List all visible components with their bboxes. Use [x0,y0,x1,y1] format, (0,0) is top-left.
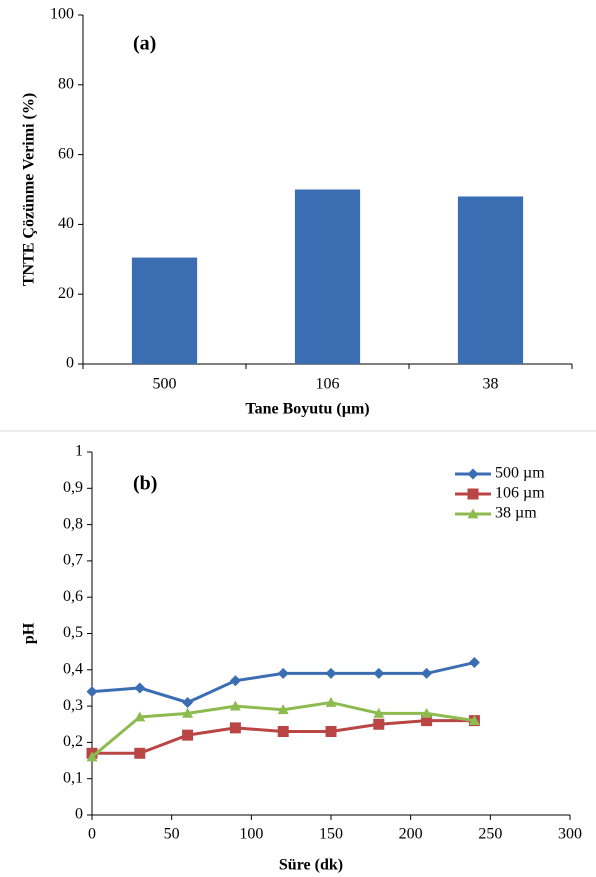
y-axis-label: pH [21,622,38,644]
x-tick-label: 100 [239,826,263,843]
y-tick-label: 0,6 [63,588,83,605]
legend-label: 500 µm [495,465,545,482]
marker [467,508,479,519]
marker [467,468,479,480]
marker [182,707,194,718]
x-tick-label: 38 [483,376,499,393]
y-tick-label: 0 [75,806,83,823]
x-axis-label: Süre (dk) [279,857,343,874]
marker [277,704,289,715]
x-tick-label: 150 [319,826,343,843]
marker [421,715,433,727]
marker [325,726,337,738]
marker [182,696,194,708]
marker [134,711,146,722]
annotation: (b) [133,473,157,495]
marker [86,751,98,762]
marker [277,667,289,679]
x-axis-label: Tane Boyutu (µm) [245,401,369,418]
marker [373,667,385,679]
x-tick-label: 300 [558,826,582,843]
marker [421,707,433,718]
y-tick-label: 0,9 [63,479,83,496]
marker [373,718,385,730]
y-axis-label: TNTE Çözünme Verimi (%) [21,93,38,286]
bar [294,189,361,364]
y-tick-label: 0,1 [63,769,83,786]
y-tick-label: 0,5 [63,624,83,641]
y-tick-label: 20 [58,285,74,302]
marker [277,726,289,738]
y-tick-label: 0,7 [63,552,83,569]
legend-label: 38 µm [495,505,537,522]
legend-label: 106 µm [495,485,545,502]
marker [229,675,241,687]
marker [229,700,241,711]
y-tick-label: 0,3 [63,697,83,714]
marker [325,667,337,679]
y-tick-label: 0,2 [63,733,83,750]
x-tick-label: 250 [478,826,502,843]
bar [457,196,524,364]
marker [86,686,98,698]
y-tick-label: 40 [58,215,74,232]
marker [468,657,480,669]
y-tick-label: 0 [66,355,74,372]
x-tick-label: 106 [316,376,340,393]
x-tick-label: 50 [164,826,180,843]
x-tick-label: 0 [88,826,96,843]
annotation: (a) [133,33,156,55]
marker [373,707,385,718]
y-tick-label: 1 [75,443,83,460]
marker [468,715,480,726]
marker [182,729,194,741]
bar [131,257,198,364]
marker [134,682,146,694]
y-tick-label: 0,4 [63,660,83,677]
x-tick-label: 200 [399,826,423,843]
marker [421,667,433,679]
marker [134,747,146,759]
x-tick-label: 500 [153,376,177,393]
y-tick-label: 80 [58,75,74,92]
marker [229,722,241,734]
y-tick-label: 0,8 [63,515,83,532]
marker [467,488,479,500]
marker [325,696,337,707]
y-tick-label: 60 [58,145,74,162]
y-tick-label: 100 [50,6,74,23]
